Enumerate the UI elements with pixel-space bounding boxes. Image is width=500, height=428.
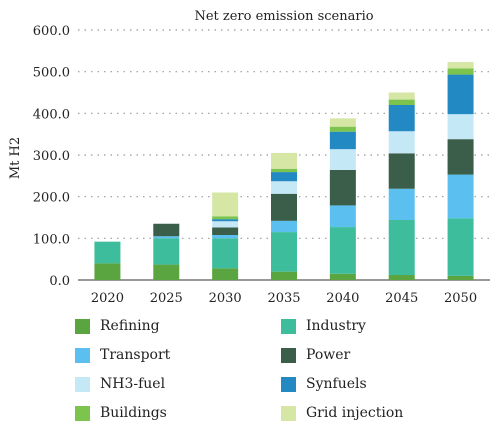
bar-segment-grid-injection-2040 xyxy=(329,118,356,127)
y-tick-label: 300.0 xyxy=(33,149,70,164)
bar-segment-nh3-fuel-2045 xyxy=(388,131,415,154)
bar-segment-industry-2030 xyxy=(212,238,239,269)
x-tick-label: 2030 xyxy=(209,291,242,306)
bar-segment-refining-2050 xyxy=(447,275,474,280)
bar-segment-refining-2040 xyxy=(329,273,356,280)
legend-label: Buildings xyxy=(100,405,167,421)
legend-label: Refining xyxy=(100,318,160,334)
bar-segment-grid-injection-2045 xyxy=(388,92,415,100)
legend-swatch xyxy=(281,347,296,363)
y-tick-label: 0.0 xyxy=(49,274,70,289)
bar-segment-refining-2045 xyxy=(388,275,415,280)
y-tick-label: 400.0 xyxy=(33,107,70,122)
bar-segment-power-2050 xyxy=(447,139,474,175)
bar-segment-grid-injection-2030 xyxy=(212,192,239,217)
legend-swatch xyxy=(281,318,296,334)
bar-segment-power-2030 xyxy=(212,227,239,235)
x-tick-label: 2020 xyxy=(91,291,124,306)
legend-item: Power xyxy=(281,347,350,363)
legend-item: Buildings xyxy=(75,405,167,421)
y-tick-label: 100.0 xyxy=(33,232,70,247)
bar-segment-industry-2020 xyxy=(94,241,121,264)
legend-item: NH3-fuel xyxy=(75,376,165,392)
legend-swatch xyxy=(281,376,296,392)
y-tick-label: 600.0 xyxy=(33,24,70,39)
bar-segment-refining-2025 xyxy=(153,264,180,280)
legend-swatch xyxy=(75,405,90,421)
x-tick-label: 2025 xyxy=(150,291,183,306)
x-tick-label: 2045 xyxy=(385,291,418,306)
legend-item: Grid injection xyxy=(281,405,403,421)
bar-segment-buildings-2050 xyxy=(447,68,474,75)
bar-segment-refining-2035 xyxy=(271,271,297,280)
legend-swatch xyxy=(75,347,90,363)
legend-label: Transport xyxy=(100,347,171,363)
bar-segment-refining-2030 xyxy=(212,268,239,280)
bar-segment-grid-injection-2050 xyxy=(447,62,474,69)
legend-item: Industry xyxy=(281,318,366,334)
bar-segment-nh3-fuel-2035 xyxy=(271,181,297,194)
legend-label: NH3-fuel xyxy=(100,376,166,392)
bar-segment-transport-2030 xyxy=(212,235,239,239)
legend-label: Grid injection xyxy=(306,405,404,421)
bar-segment-synfuels-2035 xyxy=(271,172,297,182)
bar-segment-buildings-2040 xyxy=(329,126,356,132)
bar-segment-refining-2020 xyxy=(94,263,121,280)
bar-segment-buildings-2045 xyxy=(388,99,415,105)
legend-swatch xyxy=(281,405,296,421)
bar-segment-synfuels-2050 xyxy=(447,74,474,115)
bar-segment-transport-2045 xyxy=(388,188,415,220)
bar-segment-industry-2025 xyxy=(153,238,180,265)
legend-label: Synfuels xyxy=(306,376,367,392)
legend-swatch xyxy=(75,318,90,334)
legend-label: Industry xyxy=(306,318,366,334)
legend-item: Refining xyxy=(75,318,160,334)
y-tick-label: 200.0 xyxy=(33,191,70,206)
bar-segment-buildings-2030 xyxy=(212,216,239,220)
tick-labels: 0.0 100.0 200.0 300.0 400.0 500.0 600.0 2020 202… xyxy=(33,24,477,306)
bar-segment-power-2035 xyxy=(271,193,297,221)
bar-segment-industry-2035 xyxy=(271,232,297,272)
bar-segment-industry-2045 xyxy=(388,220,415,275)
bar-segment-synfuels-2040 xyxy=(329,131,356,150)
bar-segment-power-2040 xyxy=(329,170,356,206)
x-tick-label: 2050 xyxy=(444,291,477,306)
bar-segment-power-2045 xyxy=(388,153,415,189)
legend-swatch xyxy=(75,376,90,392)
bar-segment-nh3-fuel-2030 xyxy=(212,221,239,228)
bar-segment-transport-2025 xyxy=(153,236,180,239)
bar-segment-buildings-2035 xyxy=(271,168,297,173)
bar-segment-power-2025 xyxy=(153,223,180,237)
bar-segment-synfuels-2030 xyxy=(212,219,239,222)
bar-segment-synfuels-2045 xyxy=(388,105,415,132)
bar-segment-transport-2040 xyxy=(329,205,356,228)
legend-label: Power xyxy=(306,347,351,363)
bar-segment-grid-injection-2035 xyxy=(271,152,297,169)
chart-title: Net zero emission scenario xyxy=(194,9,373,24)
y-tick-label: 500.0 xyxy=(33,66,70,81)
y-axis-label: Mt H2 xyxy=(8,137,23,179)
legend-item: Synfuels xyxy=(281,376,367,392)
bar-segment-transport-2050 xyxy=(447,174,474,219)
legend-item: Transport xyxy=(75,347,170,363)
bar-segment-transport-2035 xyxy=(271,220,297,233)
bar-segment-nh3-fuel-2040 xyxy=(329,149,356,170)
bars xyxy=(94,62,474,280)
bar-segment-industry-2040 xyxy=(329,227,356,274)
bar-segment-industry-2050 xyxy=(447,218,474,276)
x-tick-label: 2035 xyxy=(267,291,300,306)
x-tick-label: 2040 xyxy=(326,291,359,306)
bar-segment-nh3-fuel-2050 xyxy=(447,114,474,140)
